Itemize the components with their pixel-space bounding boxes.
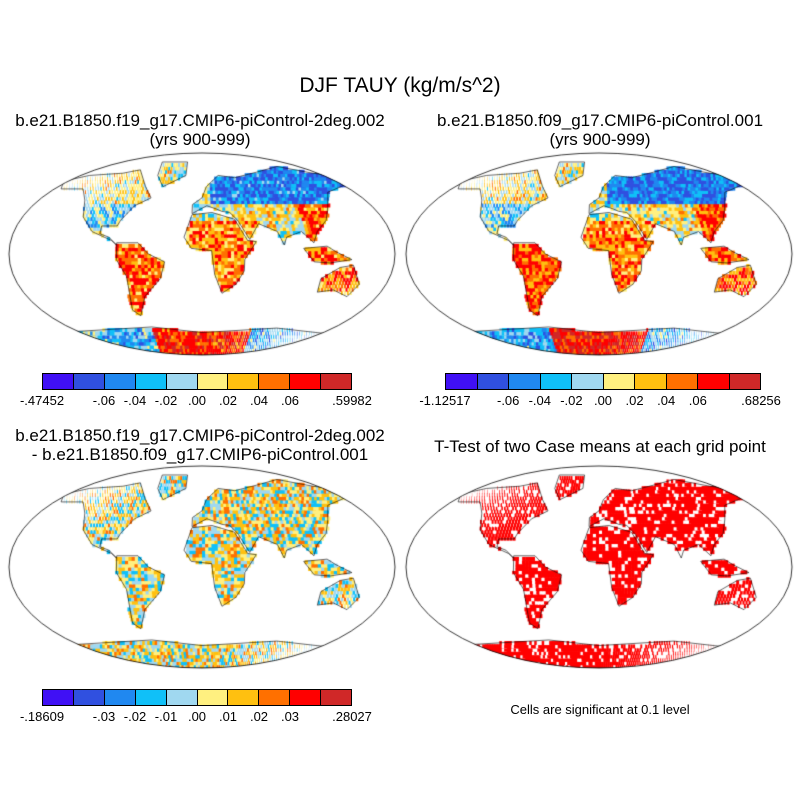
colorbar-box [635,374,667,389]
colorbar-box [290,374,322,389]
figure-title: DJF TAUY (kg/m/s^2) [299,74,501,97]
colorbar-box [290,690,322,705]
colorbar-box [135,374,167,389]
panel3-subtitle: - b.e21.B1850.f09_g17.CMIP6-piControl.00… [31,445,369,464]
colorbar-box [104,374,136,389]
colorbar-box [166,374,198,389]
colorbar-label: -.04 [123,393,147,408]
colorbar-label: -.18609 [19,709,65,724]
colorbar-case1 [42,373,352,390]
colorbar-label: -.06 [496,393,520,408]
panel1-title: b.e21.B1850.f19_g17.CMIP6-piControl-2deg… [15,111,385,130]
colorbar-label: .04 [657,393,676,408]
colorbar-box [603,374,635,389]
colorbar-difference [42,689,352,706]
colorbar-box [166,690,198,705]
colorbar-label: -.04 [528,393,551,408]
colorbar-label: .02 [249,709,269,724]
panel1-subtitle: (yrs 900-999) [149,130,251,149]
colorbar-label: -.47452 [19,393,65,408]
colorbar-label: .02 [625,393,644,408]
colorbar-case2 [445,373,761,390]
map-panel-difference [7,464,397,670]
colorbar-box [446,374,478,389]
colorbar-box [197,374,229,389]
colorbar-label: .28027 [332,709,372,724]
colorbar-label: .00 [593,393,613,408]
colorbar-label: .06 [280,393,300,408]
colorbar-box [509,374,541,389]
colorbar-box [135,690,167,705]
colorbar-box [321,690,352,705]
colorbar-box [321,374,352,389]
colorbar-label: .68256 [741,393,781,408]
colorbar-label: .03 [280,709,300,724]
colorbar-box [666,374,698,389]
colorbar-box [259,690,291,705]
map-panel-case2 [404,151,794,357]
colorbar-box [477,374,509,389]
colorbar-box [104,690,136,705]
colorbar-label: .04 [249,393,269,408]
colorbar-label: -.02 [154,393,178,408]
colorbar-label: .06 [688,393,707,408]
panel2-subtitle: (yrs 900-999) [549,130,651,149]
colorbar-box [729,374,760,389]
colorbar-label: -.06 [92,393,116,408]
colorbar-label: .00 [187,709,207,724]
colorbar-box [228,374,260,389]
map-panel-ttest [404,464,794,670]
colorbar-label: -.02 [560,393,583,408]
colorbar-box [698,374,730,389]
colorbar-box [259,374,291,389]
colorbar-label: -.02 [123,709,147,724]
colorbar-box [228,690,260,705]
colorbar-label: .01 [218,709,238,724]
colorbar-label: -.01 [154,709,178,724]
colorbar-box [73,374,105,389]
colorbar-box [43,374,74,389]
colorbar-box [197,690,229,705]
colorbar-label: .00 [187,393,207,408]
panel2-title: b.e21.B1850.f09_g17.CMIP6-piControl.001 [436,111,764,130]
map-panel-case1 [7,151,397,357]
panel3-title: b.e21.B1850.f19_g17.CMIP6-piControl-2deg… [15,426,385,445]
colorbar-label: .02 [218,393,238,408]
colorbar-box [73,690,105,705]
colorbar-box [43,690,74,705]
colorbar-box [572,374,604,389]
panel4-note: Cells are significant at 0.1 level [510,702,690,717]
colorbar-label: -1.12517 [419,393,471,408]
colorbar-label: .59982 [332,393,372,408]
colorbar-box [540,374,572,389]
colorbar-label: -.03 [92,709,116,724]
panel4-title: T-Test of two Case means at each grid po… [434,437,766,456]
